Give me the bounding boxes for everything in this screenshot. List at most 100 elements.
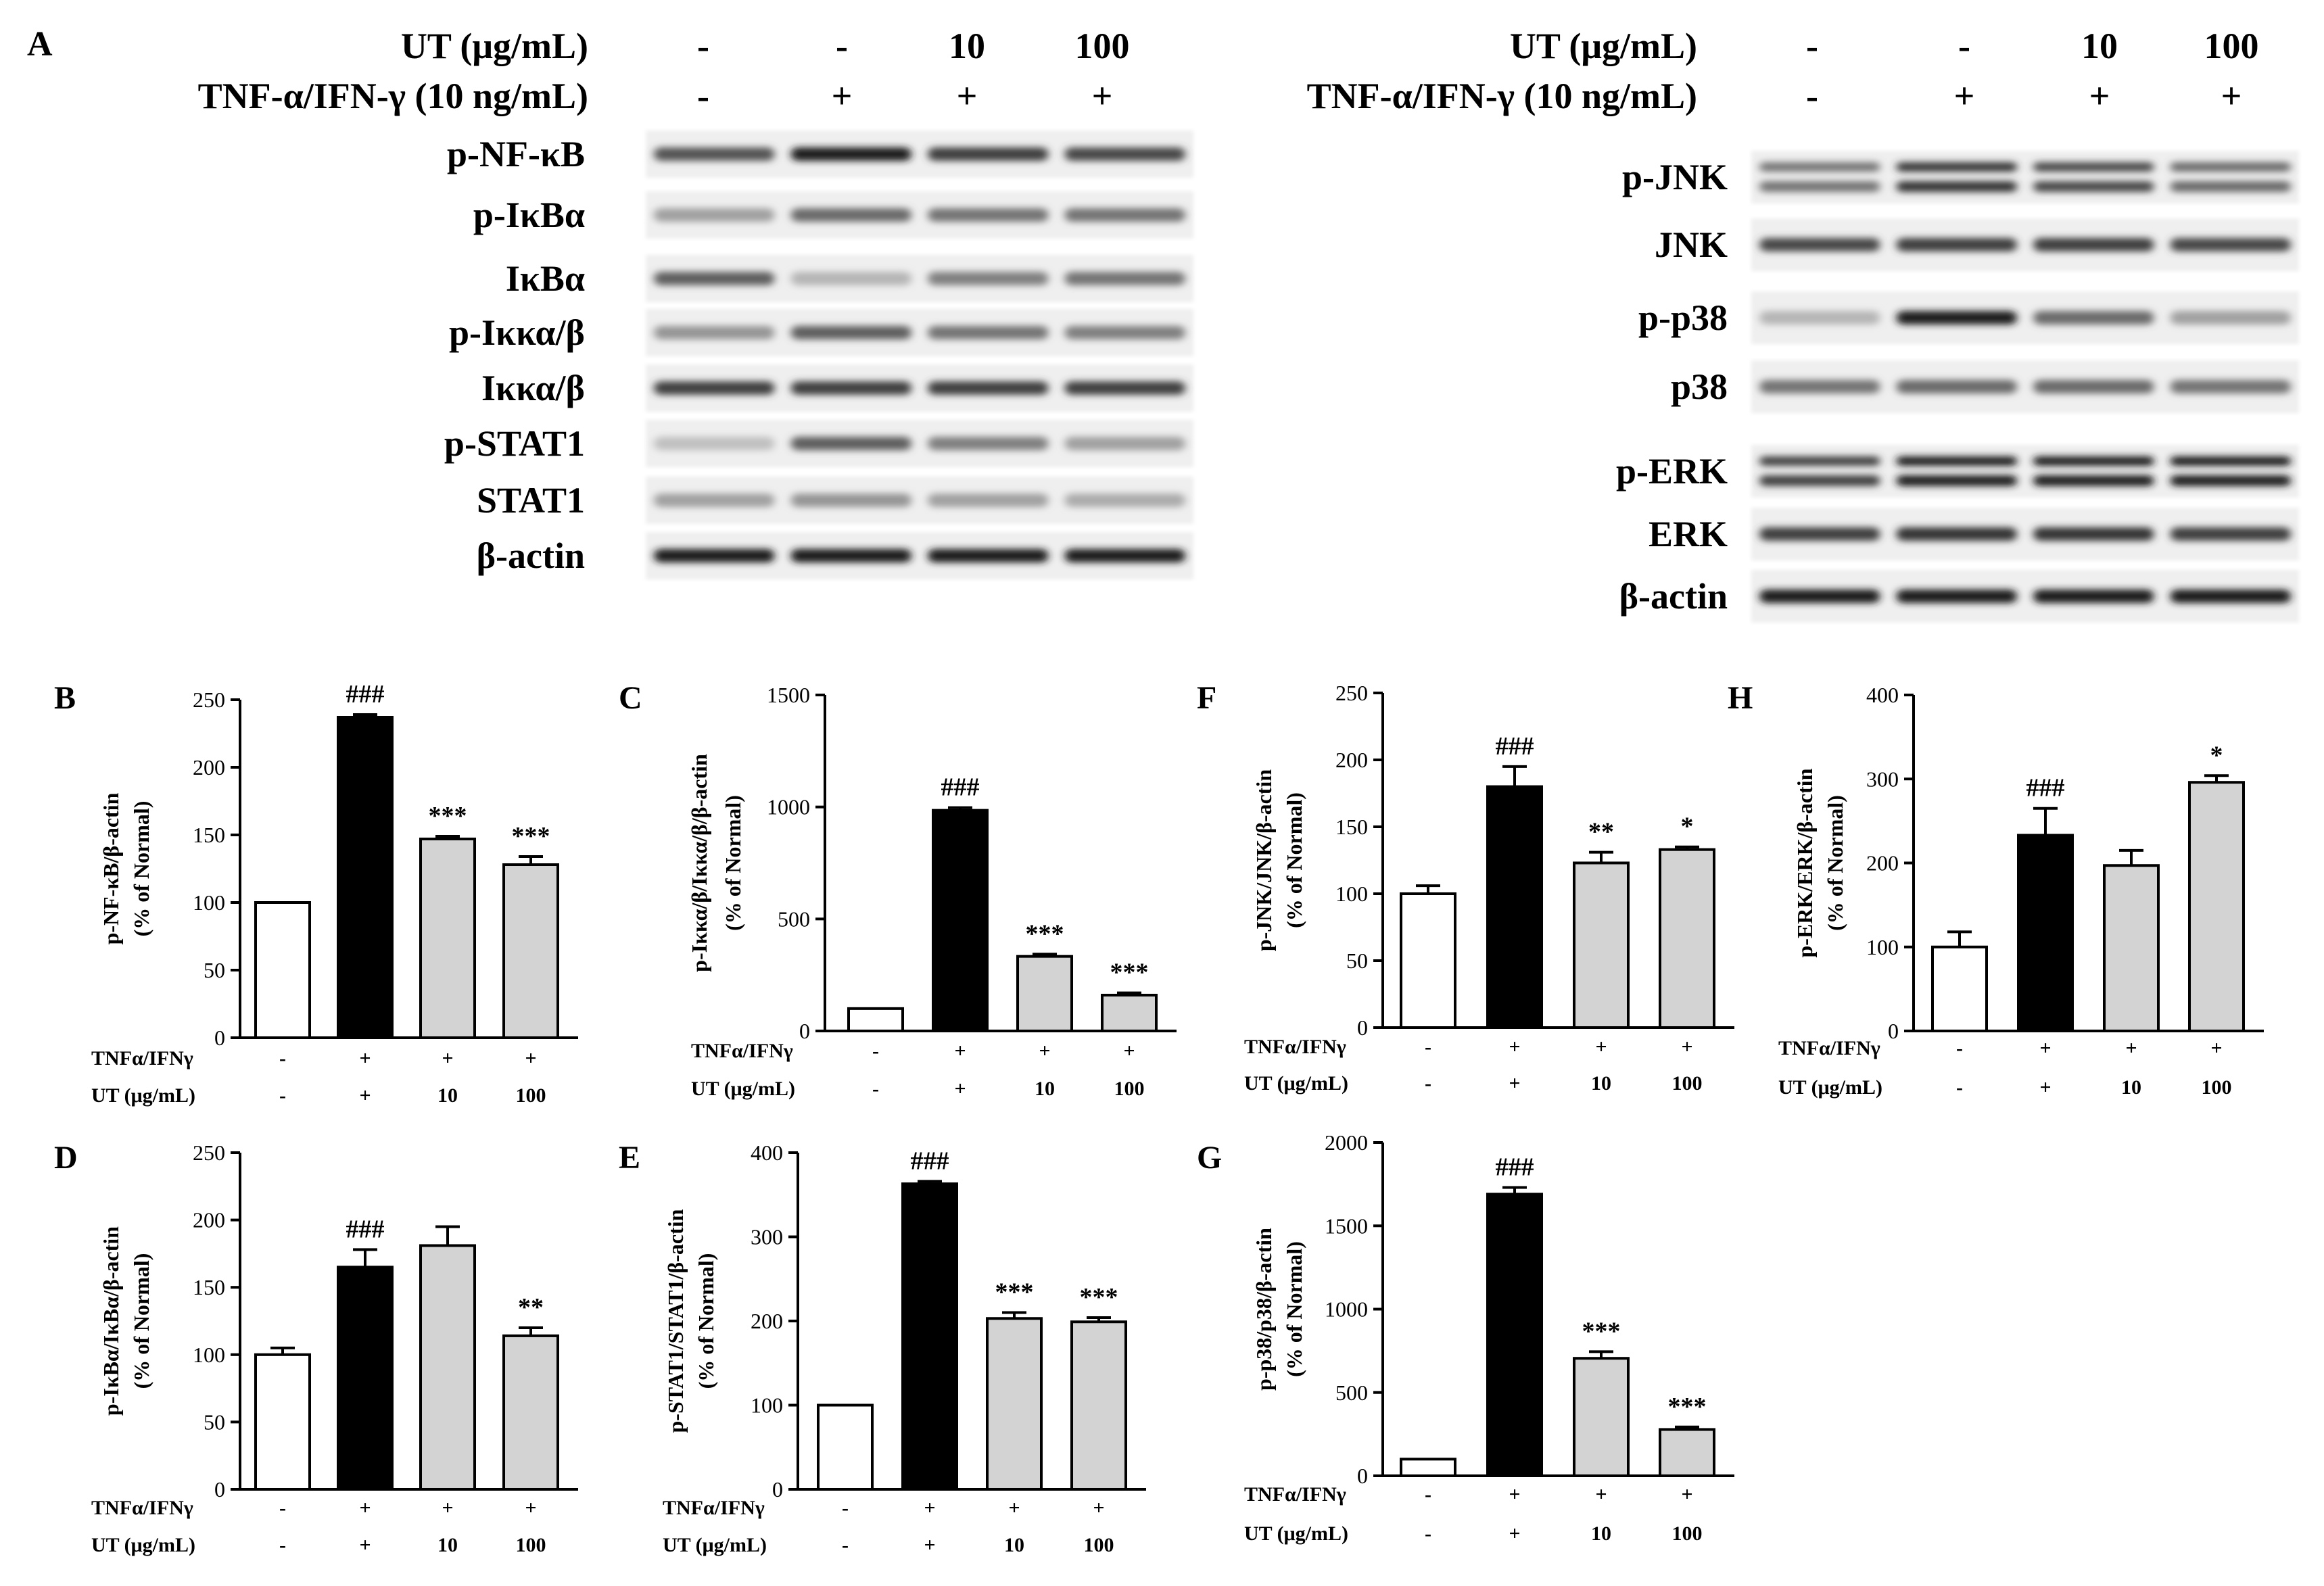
chart-ylabel: p-STAT1/STAT1/β-actin (663, 1209, 688, 1433)
chart-y-tick-label: 0 (799, 1019, 810, 1043)
blot-strip: ERK (1649, 508, 2299, 560)
blot-band (790, 326, 911, 339)
chart-row-value: 100 (1672, 1072, 1703, 1095)
chart-bar (1070, 1320, 1127, 1491)
chart-row-value: + (1509, 1483, 1520, 1506)
blot-strip: p-NF-κB (447, 130, 1193, 178)
blot-label: p-NF-κB (447, 134, 585, 174)
blot-label: p38 (1671, 366, 1728, 407)
chart-y-tick-label: 250 (193, 1140, 225, 1165)
chart-ylabel: p-Iκκα/β/Iκκα/β/β-actin (687, 754, 711, 972)
chart-letter: E (619, 1140, 640, 1176)
chart-row-value: + (1509, 1522, 1520, 1545)
blot-band (1896, 475, 2017, 486)
chart-row-value: + (525, 1047, 536, 1070)
blot-band (2033, 380, 2154, 393)
chart-row-value: 10 (437, 1084, 458, 1107)
chart-row-value: 10 (1004, 1534, 1024, 1556)
blot-label: p-JNK (1622, 157, 1728, 197)
blot-left-tnf-value: + (832, 76, 853, 116)
blot-band (654, 326, 775, 339)
chart-ylabel: p-p38/p38/β-actin (1252, 1228, 1276, 1391)
blot-band (654, 381, 775, 395)
chart-bar (1016, 955, 1073, 1033)
chart-significance-label: ### (346, 680, 385, 708)
blot-band (2170, 380, 2291, 393)
chart-significance-label: * (2210, 741, 2223, 769)
blot-membrane (1751, 445, 2299, 498)
blot-band (1896, 238, 2017, 251)
blot-band (2033, 181, 2154, 192)
chart-row-label: TNFα/IFNγ (1778, 1037, 1880, 1059)
chart-y-tick-label: 200 (193, 755, 225, 779)
chart-y-tick-label: 150 (1335, 815, 1368, 839)
chart-bar (254, 901, 311, 1039)
chart-row-value: 10 (437, 1534, 458, 1556)
blot-label: p-IκBα (473, 195, 585, 235)
chart-row-value: + (1008, 1497, 1020, 1519)
blot-band (2170, 456, 2291, 466)
blot-band (928, 208, 1049, 222)
blot-label: IκBα (506, 258, 585, 299)
blot-label: p-ERK (1616, 451, 1728, 491)
chart-b: Bp-NF-κB/β-actin (% of Normal) 0 50 100 150 20… (54, 680, 578, 1107)
blot-label: ERK (1649, 514, 1728, 554)
chart-significance-label: *** (512, 822, 550, 850)
chart-row-value: - (1425, 1036, 1431, 1058)
chart-significance-label: *** (1026, 919, 1064, 948)
blot-band (1896, 527, 2017, 541)
blot-band (1759, 590, 1880, 603)
chart-bar (1659, 848, 1715, 1030)
chart-row-value: + (442, 1497, 453, 1519)
chart-y-tick-label: 50 (204, 958, 225, 982)
chart-y-tick-label: 500 (1335, 1380, 1368, 1405)
chart-row-value: 10 (2121, 1076, 2141, 1099)
chart-row-value: - (1956, 1037, 1963, 1059)
chart-y-tick-label: 0 (214, 1477, 225, 1501)
chart-significance-label: ### (911, 1147, 949, 1175)
chart-row-value: + (2125, 1037, 2137, 1059)
chart-row-value: - (1425, 1522, 1431, 1545)
chart-letter: F (1197, 680, 1216, 716)
blot-band (2170, 311, 2291, 325)
chart-row-value: 100 (516, 1534, 546, 1556)
blot-band (928, 494, 1049, 507)
blot-strip: STAT1 (477, 477, 1193, 524)
chart-bar (1573, 861, 1630, 1029)
chart-row-value: + (442, 1047, 453, 1070)
blot-band (1064, 208, 1185, 222)
blot-band (1064, 549, 1185, 562)
blot-label: STAT1 (477, 480, 585, 521)
chart-row-value: + (2039, 1076, 2051, 1099)
blot-strip: p-JNK (1622, 151, 2299, 203)
chart-y-tick-label: 50 (1346, 948, 1368, 973)
blot-left-ut-value: - (697, 26, 709, 66)
blot-label: β-actin (477, 535, 585, 576)
blot-strip: Iκκα/β (481, 364, 1193, 412)
blot-right-ut-label: UT (μg/mL) (1510, 26, 1697, 66)
chart-y-tick-label: 1500 (1325, 1213, 1368, 1238)
chart-y-tick-label: 0 (772, 1477, 783, 1501)
chart-ylabel-unit: (% of Normal) (1282, 1241, 1306, 1377)
blot-band (2033, 162, 2154, 172)
chart-significance-label: ### (346, 1215, 385, 1243)
chart-significance-label: ### (941, 773, 980, 802)
chart-bar (1931, 945, 1988, 1032)
chart-bar (986, 1317, 1043, 1491)
chart-h: Hp-ERK/ERK/β-actin (% of Normal) 0 100 200 30… (1728, 680, 2264, 1099)
chart-row-value: + (924, 1534, 935, 1556)
chart-y-tick-label: 100 (751, 1393, 783, 1418)
chart-y-tick-label: 1500 (767, 683, 810, 707)
blot-band (654, 208, 775, 222)
chart-y-tick-label: 250 (193, 688, 225, 712)
blot-left-ut-values: - - 10 100 (697, 26, 1129, 66)
blot-strip: β-actin (1619, 570, 2299, 623)
chart-row-value: - (1956, 1076, 1963, 1099)
blot-left-ut-value: - (836, 26, 848, 66)
chart-row-label: TNFα/IFNγ (1244, 1483, 1346, 1506)
chart-row-value: + (1509, 1036, 1520, 1058)
blot-band (2170, 527, 2291, 541)
chart-y-tick-label: 300 (751, 1225, 783, 1249)
blot-left-tnf-value: + (957, 76, 978, 116)
